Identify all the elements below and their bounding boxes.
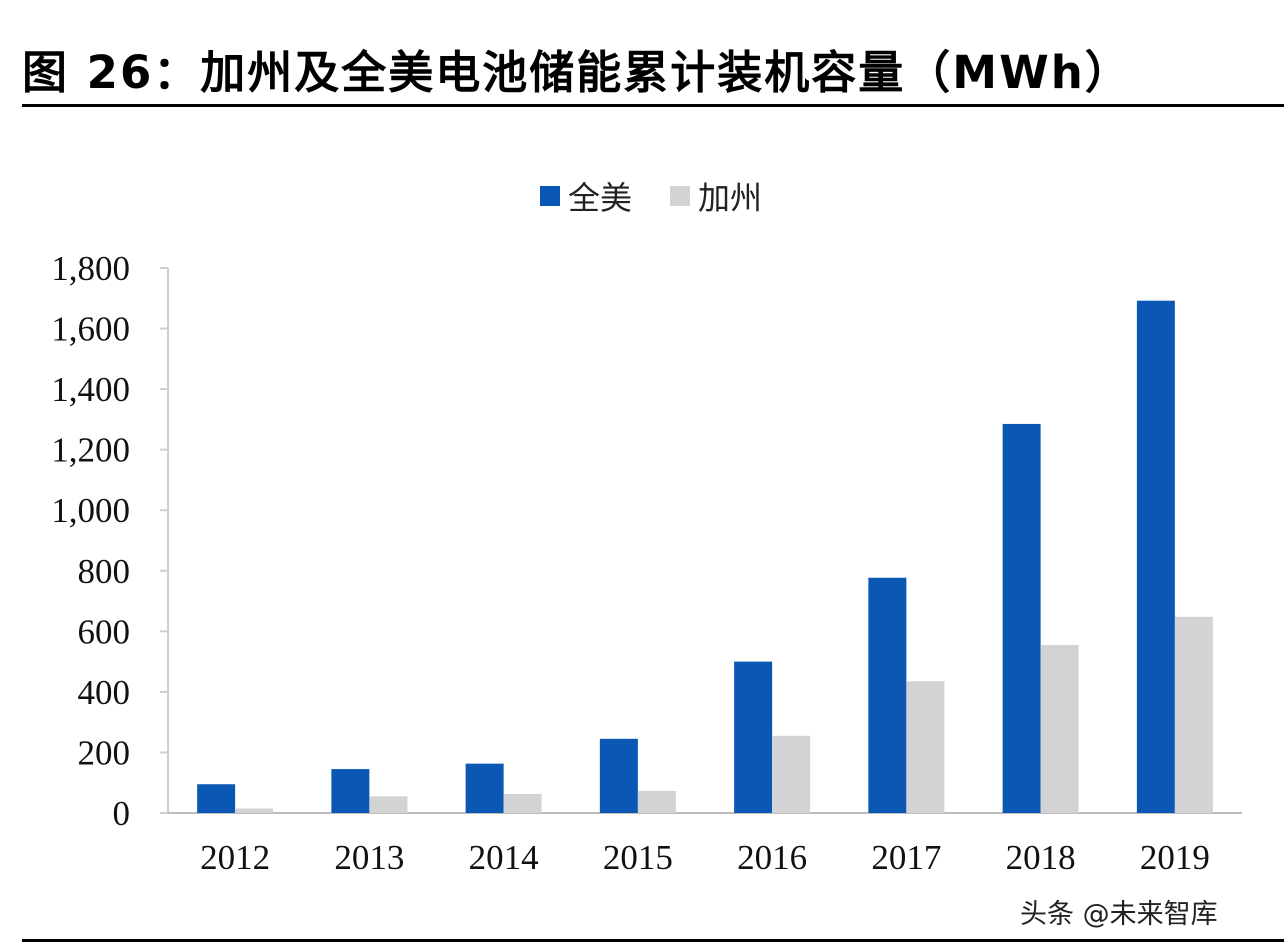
y-tick-label: 1,600 [51,310,130,349]
bar-ca-2016 [772,735,811,813]
bar-us-2014 [465,763,504,813]
title-divider [22,104,1284,107]
bar-us-2013 [331,769,370,813]
bar-ca-2017 [906,681,945,813]
y-tick-label: 400 [78,673,131,712]
x-tick-label: 2015 [603,838,673,877]
y-tick-label: 1,800 [51,249,130,288]
x-tick-label: 2016 [737,838,807,877]
bar-us-2016 [734,661,773,813]
bar-us-2015 [599,738,638,813]
bottom-divider [22,939,1284,942]
y-tick-label: 0 [113,794,131,833]
legend-label: 加州 [698,179,762,217]
x-tick-label: 2019 [1140,838,1210,877]
y-tick-label: 200 [78,733,131,772]
bar-us-2019 [1136,300,1175,813]
bar-us-2018 [1002,423,1041,813]
bar-ca-2012 [235,808,274,813]
bar-ca-2015 [637,790,676,813]
x-tick-label: 2017 [871,838,941,877]
y-tick-label: 600 [78,612,131,651]
x-tick-label: 2018 [1006,838,1076,877]
watermark: 头条 @未来智库 [1020,899,1218,930]
legend-swatch [670,186,690,206]
y-tick-label: 1,200 [51,431,130,470]
bar-us-2012 [197,784,236,813]
bar-ca-2019 [1174,616,1213,813]
x-tick-label: 2012 [200,838,270,877]
bar-ca-2014 [503,793,542,813]
bar-us-2017 [868,577,907,813]
y-tick-label: 800 [78,552,131,591]
bar-ca-2018 [1040,644,1079,813]
x-tick-label: 2013 [334,838,404,877]
y-tick-label: 1,400 [51,370,130,409]
figure-header: 图 26：加州及全美电池储能累计装机容量（MWh） [22,30,1284,100]
y-tick-label: 1,000 [51,491,130,530]
x-tick-label: 2014 [469,838,539,877]
legend-label: 全美 [568,179,632,217]
figure-title: 图 26：加州及全美电池储能累计装机容量（MWh） [22,46,1132,99]
bar-ca-2013 [369,796,408,813]
legend-swatch [540,186,560,206]
